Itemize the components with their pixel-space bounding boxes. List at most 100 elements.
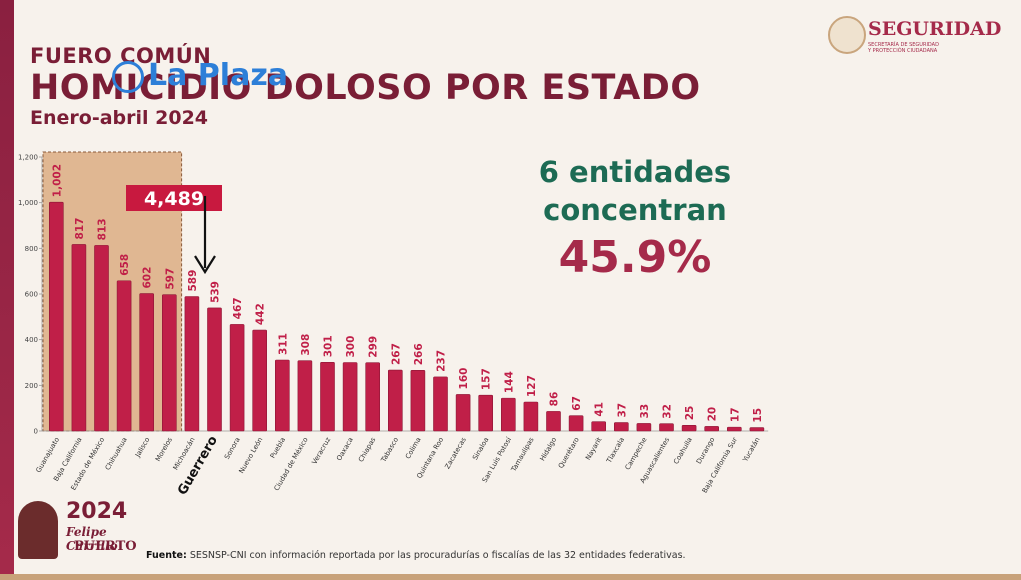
logo-tagline-2: Y PROTECCIÓN CIUDADANA <box>868 48 938 54</box>
x-tick-label: Colima <box>404 436 423 460</box>
badge-name-line-2: PUERTO <box>74 539 137 554</box>
data-label: 67 <box>571 396 583 411</box>
bar <box>749 427 765 432</box>
data-label: 1,002 <box>51 164 63 197</box>
x-tick-label: Nayarit <box>584 436 603 462</box>
data-label: 33 <box>639 404 651 419</box>
x-tick-label: Querétaro <box>557 436 581 470</box>
x-tick-label: Durango <box>695 436 717 465</box>
data-label: 17 <box>729 407 741 422</box>
bar <box>613 422 629 432</box>
x-tick-label: Tlaxcala <box>605 436 626 465</box>
data-label: 160 <box>458 368 470 390</box>
data-label: 299 <box>368 336 380 358</box>
conclusion-line-1: 6 entidades <box>538 155 732 189</box>
logo-tagline-1: SECRETARÍA DE SEGURIDAD <box>868 42 939 48</box>
data-label: 467 <box>232 297 244 319</box>
x-tick-label: Sinaloa <box>471 436 490 462</box>
y-tick-label: 1,000 <box>18 199 38 207</box>
x-tick-label: Tamaulipas <box>509 436 536 474</box>
bar <box>252 329 267 432</box>
y-tick-label: 600 <box>25 291 38 299</box>
data-label: 539 <box>210 281 222 303</box>
data-label: 37 <box>616 403 628 418</box>
data-label: 41 <box>594 402 606 417</box>
x-tick-label: Chiapas <box>357 436 378 464</box>
data-label: 311 <box>277 333 289 355</box>
data-label: 266 <box>413 343 425 365</box>
badge-year: 2024 <box>66 499 128 524</box>
bar <box>94 245 109 432</box>
arrow-head-icon <box>194 255 216 275</box>
bar <box>387 369 403 432</box>
bar <box>207 307 222 432</box>
data-label: 817 <box>74 218 86 240</box>
y-tick-label: 1,200 <box>18 154 38 162</box>
bar <box>704 426 720 432</box>
x-tick-label: Zacatecas <box>443 436 468 471</box>
bar <box>320 361 335 432</box>
source-text: SESNSP-CNI con información reportada por… <box>189 550 686 561</box>
national-seal-icon <box>828 16 866 54</box>
x-tick-label: Hidalgo <box>538 436 558 462</box>
conclusion-line-2: concentran <box>543 193 727 227</box>
data-label: 602 <box>142 267 154 289</box>
data-label: 597 <box>164 268 176 290</box>
bar <box>184 296 200 432</box>
bar <box>139 293 154 432</box>
data-label: 308 <box>300 334 312 356</box>
conclusion-percent: 45.9% <box>558 232 712 283</box>
decorative-bottom-band <box>0 574 1021 580</box>
data-label: 813 <box>97 218 109 240</box>
total-callout-value: 4,489 <box>144 188 204 210</box>
data-label: 658 <box>119 254 131 276</box>
bar <box>523 401 539 432</box>
logo-name: SEGURIDAD <box>868 18 1002 40</box>
bar <box>365 362 381 432</box>
data-label: 589 <box>187 270 199 292</box>
bar <box>636 423 652 432</box>
y-tick-label: 0 <box>34 428 38 436</box>
bar <box>274 359 290 432</box>
data-label: 237 <box>436 350 448 372</box>
bar <box>410 369 426 432</box>
data-label: 20 <box>707 407 719 422</box>
bar <box>162 294 177 432</box>
data-label: 301 <box>323 335 335 357</box>
x-tick-label: Puebla <box>269 436 287 460</box>
x-tick-label: Tabasco <box>379 436 400 464</box>
y-tick-label: 400 <box>25 336 38 344</box>
bar <box>546 411 561 432</box>
x-tick-label: Yucatán <box>741 436 762 464</box>
x-tick-label: Nuevo León <box>237 436 264 475</box>
data-label: 32 <box>662 404 674 419</box>
badge-name-line-1: Felipe Carrillo <box>66 525 118 553</box>
x-tick-label: Coahuila <box>672 436 694 466</box>
watermark-logo: La Plaza <box>112 58 288 93</box>
x-tick-label: Sonora <box>223 436 242 461</box>
bar <box>48 201 64 432</box>
portrait-icon <box>18 501 58 559</box>
bar <box>455 394 471 432</box>
seguridad-logo: SEGURIDAD SECRETARÍA DE SEGURIDAD Y PROT… <box>828 14 1008 58</box>
commemorative-badge: 2024 Felipe Carrillo PUERTO <box>10 495 140 567</box>
data-label: 86 <box>549 392 561 407</box>
bar <box>433 376 448 432</box>
bar <box>659 423 674 432</box>
bar <box>71 244 87 432</box>
bar <box>591 421 607 432</box>
source-label: Fuente: <box>146 550 187 561</box>
bar <box>681 424 697 432</box>
data-label: 267 <box>390 343 402 365</box>
x-tick-label: Chihuahua <box>104 436 129 472</box>
header-period: Enero-abril 2024 <box>30 107 209 129</box>
data-label: 157 <box>481 368 493 390</box>
data-label: 25 <box>684 406 696 421</box>
y-tick-label: 200 <box>25 382 38 390</box>
bar <box>500 397 516 432</box>
x-tick-label-emphasized: Guerrero <box>175 433 221 497</box>
bar <box>116 280 132 432</box>
x-tick-label: Veracruz <box>310 436 332 466</box>
data-label: 300 <box>345 336 357 358</box>
